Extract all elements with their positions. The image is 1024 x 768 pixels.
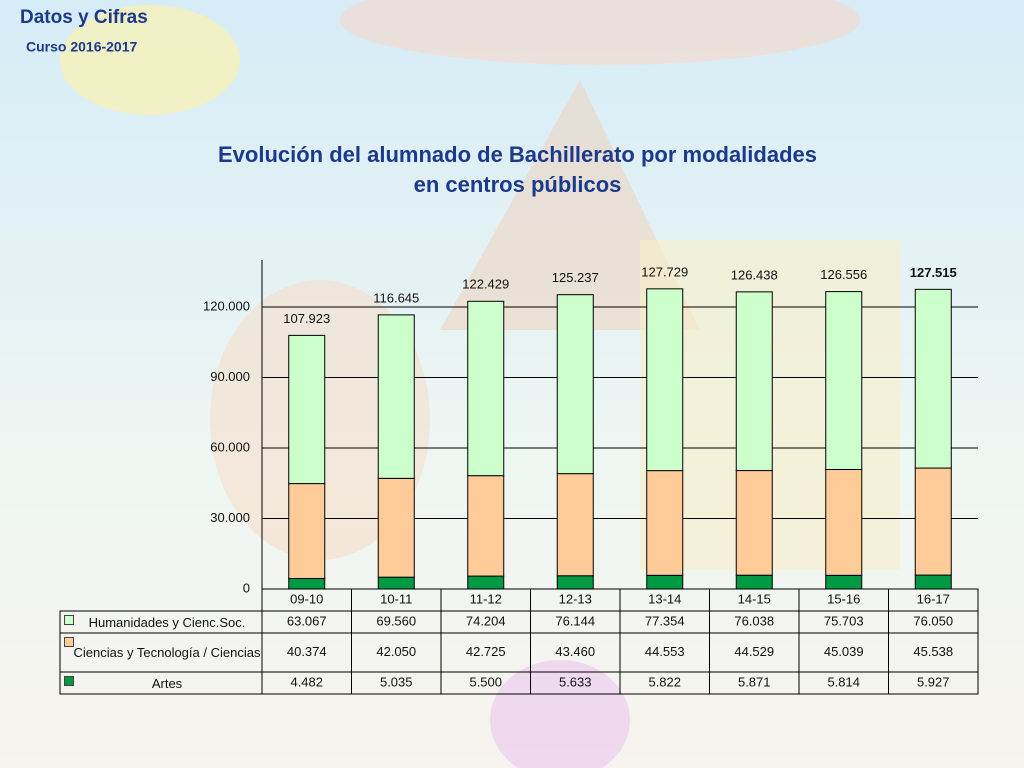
bar-segment: [556, 473, 594, 577]
legend-key: [64, 676, 74, 686]
table-value: 44.529: [734, 644, 774, 659]
title-box: Evolución del alumnado de Bachillerato p…: [217, 142, 817, 197]
table-value: 76.144: [555, 613, 595, 628]
table-value: 45.538: [913, 644, 953, 659]
y-tick-label: 30.000: [210, 510, 250, 525]
table-value: 69.560: [376, 613, 416, 628]
bar-segment: [288, 334, 326, 485]
table-value: 63.067: [287, 613, 327, 628]
legend-label: Artes: [60, 672, 262, 694]
x-tick-label: 16-17: [917, 591, 950, 606]
table-value: 75.703: [824, 613, 864, 628]
bar-segment: [377, 576, 415, 590]
table-value: 76.038: [734, 613, 774, 628]
x-tick-label: 09-10: [290, 591, 323, 606]
table-value: 77.354: [645, 613, 685, 628]
y-tick-label: 0: [243, 580, 250, 595]
bar-segment: [467, 575, 505, 590]
y-tick-label: 60.000: [210, 439, 250, 454]
bar-segment: [467, 300, 505, 477]
bar-segment: [467, 475, 505, 577]
bar-segment: [288, 483, 326, 579]
total-label: 127.515: [910, 265, 957, 280]
bar-segment: [825, 291, 863, 470]
table-value: 76.050: [913, 613, 953, 628]
bar-segment: [735, 291, 773, 472]
decoration: [440, 80, 700, 330]
table-value: 42.050: [376, 644, 416, 659]
decoration: [490, 660, 630, 768]
table-value: 42.725: [466, 644, 506, 659]
x-tick-label: 14-15: [738, 591, 771, 606]
bar-segment: [646, 470, 684, 576]
header-subtitle: Curso 2016-2017: [26, 39, 138, 55]
bar-segment: [914, 288, 952, 469]
y-tick-label: 120.000: [203, 298, 250, 313]
bar-segment: [288, 577, 326, 590]
legend-cell: Ciencias y Tecnología / Ciencias: [60, 633, 262, 672]
table-value: 43.460: [555, 644, 595, 659]
bar-segment: [735, 470, 773, 576]
total-label: 107.923: [283, 311, 330, 326]
bar-segment: [735, 574, 773, 590]
total-label: 127.729: [641, 264, 688, 279]
table-value: 5.871: [738, 674, 771, 689]
table-value: 74.204: [466, 613, 506, 628]
decoration: [60, 5, 240, 115]
total-label: 122.429: [462, 277, 509, 292]
bar-segment: [914, 574, 952, 590]
total-label: 116.645: [373, 290, 419, 305]
legend-label: Ciencias y Tecnología / Ciencias: [60, 633, 262, 672]
chart-title: Evolución del alumnado de Bachillerato p…: [217, 142, 817, 197]
bar-segment: [556, 294, 594, 475]
total-label: 126.556: [820, 267, 867, 282]
bar-segment: [646, 288, 684, 472]
table-value: 5.500: [469, 674, 502, 689]
bar-segment: [825, 468, 863, 576]
table-value: 5.035: [380, 674, 413, 689]
x-tick-label: 13-14: [648, 591, 681, 606]
bar-segment: [646, 574, 684, 590]
x-tick-label: 12-13: [559, 591, 592, 606]
legend-key: [64, 637, 74, 647]
table-value: 5.814: [827, 674, 860, 689]
table-value: 5.633: [559, 674, 592, 689]
y-tick-label: 90.000: [210, 369, 250, 384]
legend-cell: Artes: [60, 672, 262, 694]
total-label: 125.237: [552, 270, 599, 285]
table-value: 44.553: [645, 644, 685, 659]
table-value: 4.482: [290, 674, 323, 689]
legend-cell: Humanidades y Cienc.Soc.: [60, 611, 262, 633]
x-tick-label: 11-12: [470, 591, 502, 606]
x-tick-label: 15-16: [827, 591, 860, 606]
bar-segment: [914, 467, 952, 576]
bar-segment: [377, 477, 415, 578]
legend-key: [64, 615, 74, 625]
table-value: 5.822: [648, 674, 681, 689]
table-value: 45.039: [824, 644, 864, 659]
bar-segment: [825, 574, 863, 590]
bar-segment: [377, 314, 415, 479]
decoration: [340, 0, 860, 65]
table-value: 5.927: [917, 674, 950, 689]
total-label: 126.438: [731, 267, 778, 282]
legend-label: Humanidades y Cienc.Soc.: [60, 611, 262, 633]
x-tick-label: 10-11: [380, 591, 412, 606]
header-title: Datos y Cifras: [20, 7, 148, 28]
table-value: 40.374: [287, 644, 327, 659]
bar-segment: [556, 575, 594, 590]
